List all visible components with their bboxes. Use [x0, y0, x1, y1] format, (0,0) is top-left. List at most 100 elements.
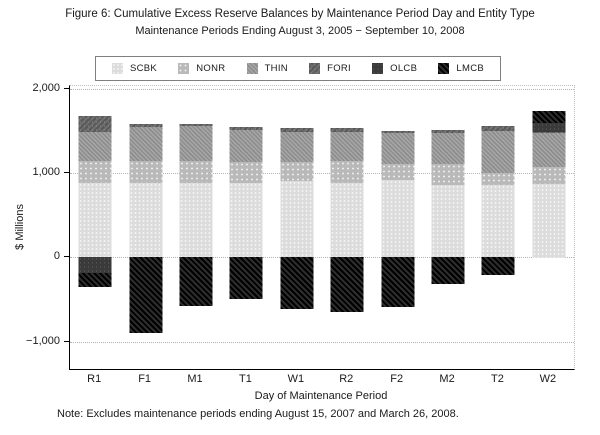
chart-title: Figure 6: Cumulative Excess Reserve Bala…	[65, 8, 535, 20]
bar-segment-M2-nonr	[431, 164, 465, 186]
bar-segment-T2-thin	[481, 130, 515, 174]
chart-note: Note: Excludes maintenance periods endin…	[57, 408, 459, 420]
bar-segment-R1-thin	[78, 132, 112, 161]
bar-W2	[524, 86, 574, 369]
y-tick-mark	[64, 172, 69, 173]
bar-F1	[120, 86, 170, 369]
x-tick-label-T2: T2	[491, 373, 504, 385]
bar-segment-W2-olcb	[532, 122, 566, 133]
bar-segment-W1-lmcb	[280, 257, 314, 310]
bar-segment-R2-fori	[330, 128, 364, 132]
bar-segment-T2-lmcb	[481, 257, 515, 276]
bar-segment-M1-scbk	[179, 183, 213, 258]
legend-item-fori: FORI	[309, 63, 351, 74]
x-tick-label-W2: W2	[539, 373, 557, 385]
x-tick-label-R1: R1	[87, 373, 102, 385]
bar-segment-W1-thin	[280, 132, 314, 163]
bar-segment-F2-scbk	[381, 180, 415, 258]
bar-segment-T1-nonr	[229, 162, 263, 184]
legend-swatch-icon	[309, 63, 321, 74]
x-axis-tick-labels: R1 F1 M1 T1 W1 R2 F2 M2 T2 W2	[69, 373, 573, 385]
bar-segment-T2-scbk	[481, 185, 515, 258]
chart-subtitle: Maintenance Periods Ending August 3, 200…	[135, 25, 465, 37]
legend-label: OLCB	[390, 63, 418, 74]
y-tick-label: 1,000	[32, 166, 60, 178]
bar-segment-W1-scbk	[280, 181, 314, 258]
y-tick-mark	[64, 87, 69, 89]
x-tick-label-T1: T1	[239, 373, 252, 385]
bar-segment-W2-lmcb	[532, 110, 566, 123]
bar-segment-M2-lmcb	[431, 257, 465, 284]
y-tick-mark	[64, 340, 69, 342]
bar-segment-M1-thin	[179, 125, 213, 161]
gridline-2000	[70, 88, 574, 90]
bar-segment-R2-lmcb	[330, 257, 364, 312]
bar-segment-F1-nonr	[129, 160, 163, 184]
bar-R2	[322, 86, 372, 369]
bar-segment-F1-thin	[129, 126, 163, 161]
bar-segment-T2-nonr	[481, 173, 515, 186]
y-tick-label: 0	[53, 250, 60, 263]
x-axis-title: Day of Maintenance Period	[254, 390, 388, 402]
x-tick-label-M1: M1	[187, 373, 203, 385]
bar-segment-M1-fori	[179, 124, 213, 126]
y-tick-mark	[64, 256, 69, 258]
legend-label: SCBK	[130, 63, 158, 74]
bar-F2	[372, 86, 422, 369]
y-tick-label: 2,000	[32, 81, 60, 94]
legend-label: THIN	[264, 63, 288, 74]
bar-segment-W1-fori	[280, 128, 314, 133]
bar-segment-R1-lmcb	[78, 272, 112, 288]
bar-segment-R2-thin	[330, 131, 364, 162]
legend-item-thin: THIN	[246, 63, 288, 74]
legend-label: LMCB	[456, 63, 484, 74]
bar-segment-W2-nonr	[532, 167, 566, 184]
bar-segment-R2-scbk	[330, 182, 364, 258]
bar-segment-M2-thin	[431, 132, 465, 165]
legend-swatch-icon	[438, 63, 450, 74]
legend-item-olcb: OLCB	[372, 63, 417, 74]
bar-segment-R1-scbk	[78, 183, 112, 258]
x-tick-label-R2: R2	[339, 373, 354, 385]
bar-segment-F1-fori	[129, 124, 163, 127]
legend-swatch-icon	[246, 63, 258, 74]
bar-segment-T1-scbk	[229, 183, 263, 258]
bar-segment-M2-fori	[431, 129, 465, 133]
bar-segment-W1-nonr	[280, 162, 314, 182]
bar-segment-R1-fori	[78, 115, 112, 133]
bar-segment-F2-lmcb	[381, 257, 415, 308]
bar-T2	[473, 86, 523, 369]
bar-segment-W2-thin	[532, 133, 566, 168]
bar-segment-W2-fori	[532, 132, 566, 134]
bar-segment-F2-nonr	[381, 163, 415, 181]
gridline-1000	[70, 173, 574, 174]
y-tick-label: −1,000	[26, 334, 60, 347]
bar-M1	[171, 86, 221, 369]
legend-swatch-icon	[178, 63, 190, 74]
legend-item-lmcb: LMCB	[438, 63, 484, 74]
y-axis-title: $ Millions	[14, 203, 26, 250]
bar-segment-F1-lmcb	[129, 257, 163, 334]
bar-segment-F2-thin	[381, 133, 415, 164]
bar-T1	[221, 86, 271, 369]
bar-W1	[272, 86, 322, 369]
legend-item-scbk: SCBK	[112, 63, 157, 74]
bar-M2	[423, 86, 473, 369]
bar-segment-T1-thin	[229, 130, 263, 163]
gridline-0	[70, 257, 574, 259]
bar-segment-M1-lmcb	[179, 257, 213, 307]
gridline--1000	[70, 341, 574, 343]
legend-label: NONR	[196, 63, 226, 74]
legend-label: FORI	[327, 63, 351, 74]
bar-segment-W2-scbk	[532, 183, 566, 258]
bar-segment-R1-nonr	[78, 160, 112, 184]
bar-segment-R1-olcb	[78, 257, 112, 273]
bar-segment-T2-fori	[481, 126, 515, 131]
plot-area	[69, 85, 575, 370]
bar-segment-T1-fori	[229, 126, 263, 131]
bar-segment-F2-fori	[381, 130, 415, 134]
bars-container	[70, 86, 574, 369]
legend-swatch-icon	[372, 63, 384, 74]
legend-item-nonr: NONR	[178, 63, 225, 74]
